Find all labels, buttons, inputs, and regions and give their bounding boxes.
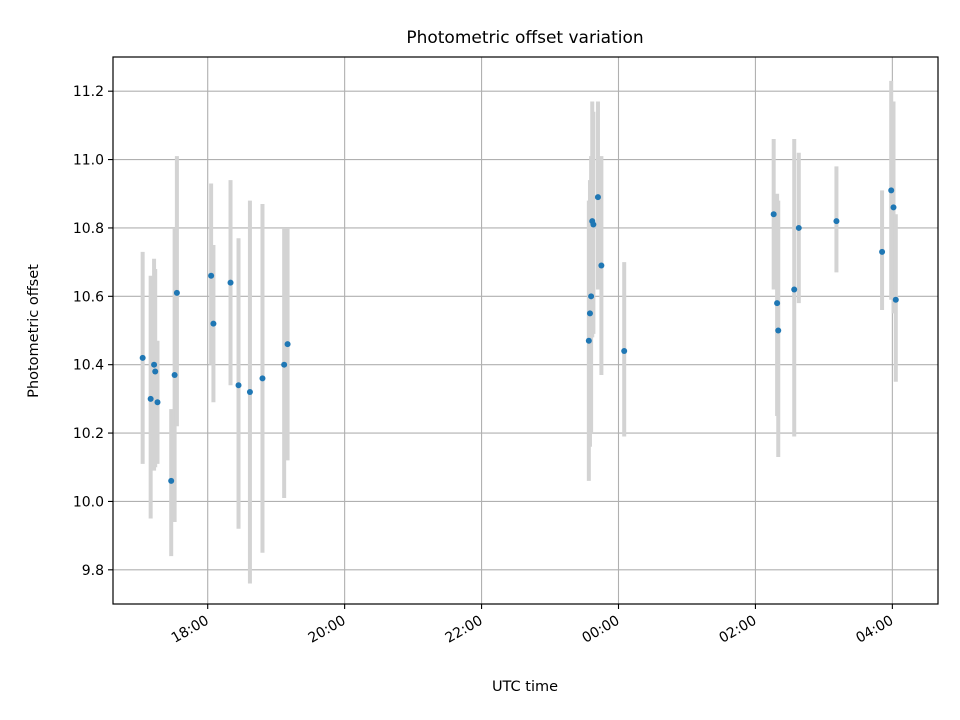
data-point: [833, 218, 840, 225]
data-point: [594, 194, 601, 201]
data-point: [590, 221, 597, 228]
y-axis-ticks: 9.8 10.0 10.2 10.4 10.6 10.8 11.0 11.2: [73, 84, 113, 579]
data-point: [208, 272, 215, 279]
y-axis-label: Photometric offset: [26, 264, 42, 398]
y-tick-label: 10.0: [73, 494, 104, 510]
data-point: [791, 286, 798, 293]
data-point: [888, 187, 895, 194]
data-point: [598, 262, 605, 269]
data-point: [147, 395, 154, 402]
data-point: [152, 368, 159, 375]
data-point: [621, 348, 628, 355]
data-point: [281, 361, 288, 368]
data-point: [227, 279, 234, 286]
x-axis-label: UTC time: [492, 679, 558, 695]
data-point: [259, 375, 266, 382]
data-point: [139, 354, 146, 361]
data-point: [246, 389, 253, 396]
data-point: [795, 224, 802, 231]
y-tick-label: 10.4: [73, 358, 104, 374]
data-point: [774, 300, 781, 307]
y-tick-label: 10.8: [73, 221, 104, 237]
point-layer: [139, 187, 899, 484]
data-point: [585, 337, 592, 344]
data-point: [588, 293, 595, 300]
data-point: [879, 248, 886, 255]
data-point: [210, 320, 217, 327]
y-tick-label: 9.8: [82, 563, 104, 579]
y-tick-label: 11.0: [73, 153, 104, 169]
data-point: [154, 399, 161, 406]
y-tick-label: 10.2: [73, 426, 104, 442]
data-point: [284, 341, 291, 348]
plot-frame: [112, 56, 939, 605]
data-point: [890, 204, 897, 211]
y-tick-label: 11.2: [73, 84, 104, 100]
chart-title: Photometric offset variation: [406, 28, 643, 48]
data-point: [171, 371, 178, 378]
data-point: [586, 310, 593, 317]
data-point: [775, 327, 782, 334]
data-point: [173, 289, 180, 296]
data-point: [892, 296, 899, 303]
y-tick-label: 10.6: [73, 289, 104, 305]
data-point: [235, 382, 242, 389]
data-point: [168, 477, 175, 484]
data-point: [770, 211, 777, 218]
data-point: [151, 361, 158, 368]
